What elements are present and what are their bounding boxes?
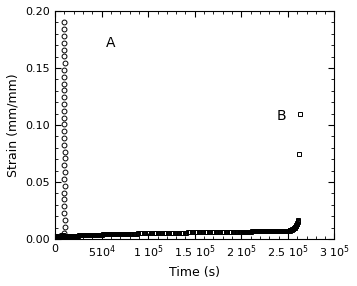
Text: A: A <box>106 36 116 50</box>
Y-axis label: Strain (mm/mm): Strain (mm/mm) <box>7 73 20 177</box>
X-axis label: Time (s): Time (s) <box>169 266 220 279</box>
Text: B: B <box>277 109 286 123</box>
